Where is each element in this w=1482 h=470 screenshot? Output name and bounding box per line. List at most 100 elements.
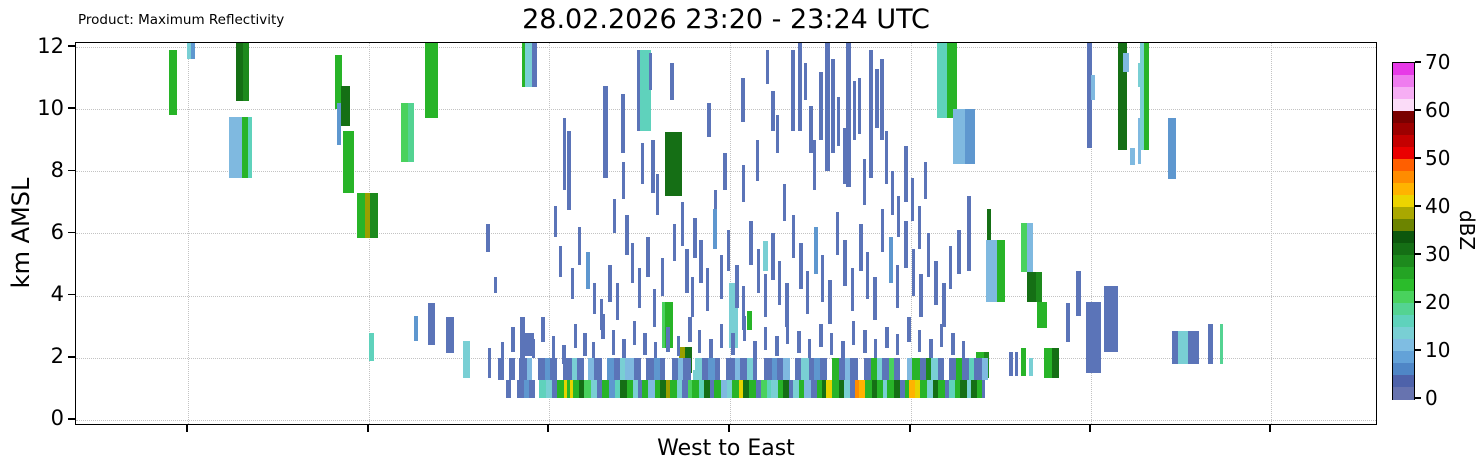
reflectivity-segment bbox=[811, 379, 817, 398]
reflectivity-segment bbox=[843, 239, 847, 287]
reflectivity-segment bbox=[798, 43, 802, 131]
reflectivity-segment bbox=[545, 357, 550, 380]
reflectivity-segment bbox=[653, 289, 656, 327]
reflectivity-segment bbox=[1086, 301, 1101, 374]
reflectivity-segment bbox=[702, 357, 708, 380]
reflectivity-segment bbox=[924, 161, 927, 200]
reflectivity-segment bbox=[602, 379, 609, 398]
reflectivity-segment bbox=[974, 357, 982, 380]
reflectivity-segment bbox=[649, 53, 652, 91]
reflectivity-segment bbox=[1021, 222, 1027, 273]
reflectivity-segment bbox=[1168, 118, 1176, 180]
reflectivity-segment bbox=[967, 196, 971, 271]
reflectivity-segment bbox=[520, 317, 525, 366]
reflectivity-segment bbox=[814, 357, 820, 380]
gridline-h bbox=[76, 47, 1376, 48]
reflectivity-segment bbox=[1118, 43, 1127, 150]
reflectivity-segment bbox=[740, 357, 747, 380]
reflectivity-segment bbox=[731, 332, 735, 355]
colorbar-step bbox=[1393, 207, 1414, 220]
reflectivity-segment bbox=[633, 379, 638, 398]
reflectivity-segment bbox=[567, 130, 571, 211]
reflectivity-segment bbox=[775, 336, 779, 357]
reflectivity-segment bbox=[646, 236, 650, 277]
reflectivity-segment bbox=[938, 357, 944, 380]
reflectivity-segment bbox=[425, 43, 438, 119]
reflectivity-segment bbox=[370, 193, 378, 239]
reflectivity-segment bbox=[853, 81, 856, 141]
reflectivity-segment bbox=[665, 301, 673, 349]
reflectivity-segment bbox=[727, 379, 732, 398]
reflectivity-segment bbox=[1188, 331, 1199, 364]
reflectivity-segment bbox=[642, 379, 648, 398]
x-axis-tick bbox=[909, 425, 911, 432]
reflectivity-segment bbox=[236, 43, 243, 102]
reflectivity-segment bbox=[933, 379, 938, 398]
colorbar-step bbox=[1393, 375, 1414, 388]
reflectivity-segment bbox=[625, 357, 634, 380]
reflectivity-segment bbox=[777, 357, 783, 380]
reflectivity-segment bbox=[708, 357, 715, 380]
reflectivity-segment bbox=[747, 357, 753, 380]
y-axis-tick bbox=[68, 293, 75, 296]
reflectivity-segment bbox=[766, 50, 769, 85]
reflectivity-segment bbox=[519, 357, 527, 380]
reflectivity-segment bbox=[428, 303, 435, 346]
reflectivity-segment bbox=[414, 315, 418, 341]
reflectivity-segment bbox=[552, 336, 555, 358]
reflectivity-segment bbox=[1104, 286, 1118, 352]
colorbar-tick bbox=[1415, 109, 1421, 111]
colorbar-step bbox=[1393, 363, 1414, 376]
reflectivity-segment bbox=[726, 357, 735, 380]
reflectivity-segment bbox=[522, 43, 525, 88]
colorbar-tick bbox=[1415, 205, 1421, 207]
reflectivity-segment bbox=[539, 379, 546, 398]
reflectivity-segment bbox=[894, 357, 900, 380]
reflectivity-segment bbox=[743, 315, 746, 341]
reflectivity-segment bbox=[858, 78, 861, 135]
reflectivity-segment bbox=[863, 158, 866, 206]
colorbar-tick bbox=[1415, 397, 1421, 399]
reflectivity-segment bbox=[1220, 323, 1223, 364]
reflectivity-segment bbox=[732, 379, 739, 398]
reflectivity-segment bbox=[839, 357, 845, 380]
reflectivity-segment bbox=[620, 379, 627, 398]
reflectivity-segment bbox=[559, 245, 562, 277]
reflectivity-segment bbox=[955, 379, 960, 398]
reflectivity-segment bbox=[1029, 357, 1033, 377]
reflectivity-segment bbox=[897, 196, 900, 237]
reflectivity-segment bbox=[506, 379, 511, 398]
reflectivity-segment bbox=[408, 102, 414, 162]
reflectivity-segment bbox=[588, 357, 594, 380]
reflectivity-segment bbox=[907, 357, 912, 380]
reflectivity-segment bbox=[783, 379, 789, 398]
reflectivity-segment bbox=[243, 43, 249, 102]
reflectivity-segment bbox=[591, 379, 597, 398]
reflectivity-segment bbox=[957, 230, 961, 274]
reflectivity-segment bbox=[527, 357, 532, 380]
reflectivity-segment bbox=[937, 43, 947, 119]
reflectivity-segment bbox=[541, 317, 545, 343]
reflectivity-segment bbox=[792, 214, 795, 259]
reflectivity-segment bbox=[524, 379, 529, 398]
reflectivity-segment bbox=[845, 357, 850, 380]
colorbar-step bbox=[1393, 195, 1414, 208]
reflectivity-segment bbox=[889, 357, 894, 380]
reflectivity-segment bbox=[622, 161, 625, 200]
reflectivity-segment bbox=[554, 205, 557, 237]
reflectivity-segment bbox=[578, 227, 581, 265]
colorbar bbox=[1392, 62, 1415, 400]
reflectivity-segment bbox=[962, 340, 965, 360]
reflectivity-segment bbox=[809, 357, 814, 380]
reflectivity-segment bbox=[927, 379, 933, 398]
reflectivity-segment bbox=[625, 214, 629, 256]
reflectivity-segment bbox=[795, 357, 801, 380]
y-axis-tick-label: 8 bbox=[50, 157, 64, 182]
reflectivity-segment bbox=[488, 348, 491, 378]
reflectivity-segment bbox=[909, 379, 915, 398]
reflectivity-segment bbox=[1138, 118, 1141, 164]
reflectivity-segment bbox=[607, 357, 614, 380]
reflectivity-segment bbox=[699, 239, 703, 284]
reflectivity-segment bbox=[614, 357, 620, 380]
reflectivity-segment bbox=[889, 236, 893, 284]
